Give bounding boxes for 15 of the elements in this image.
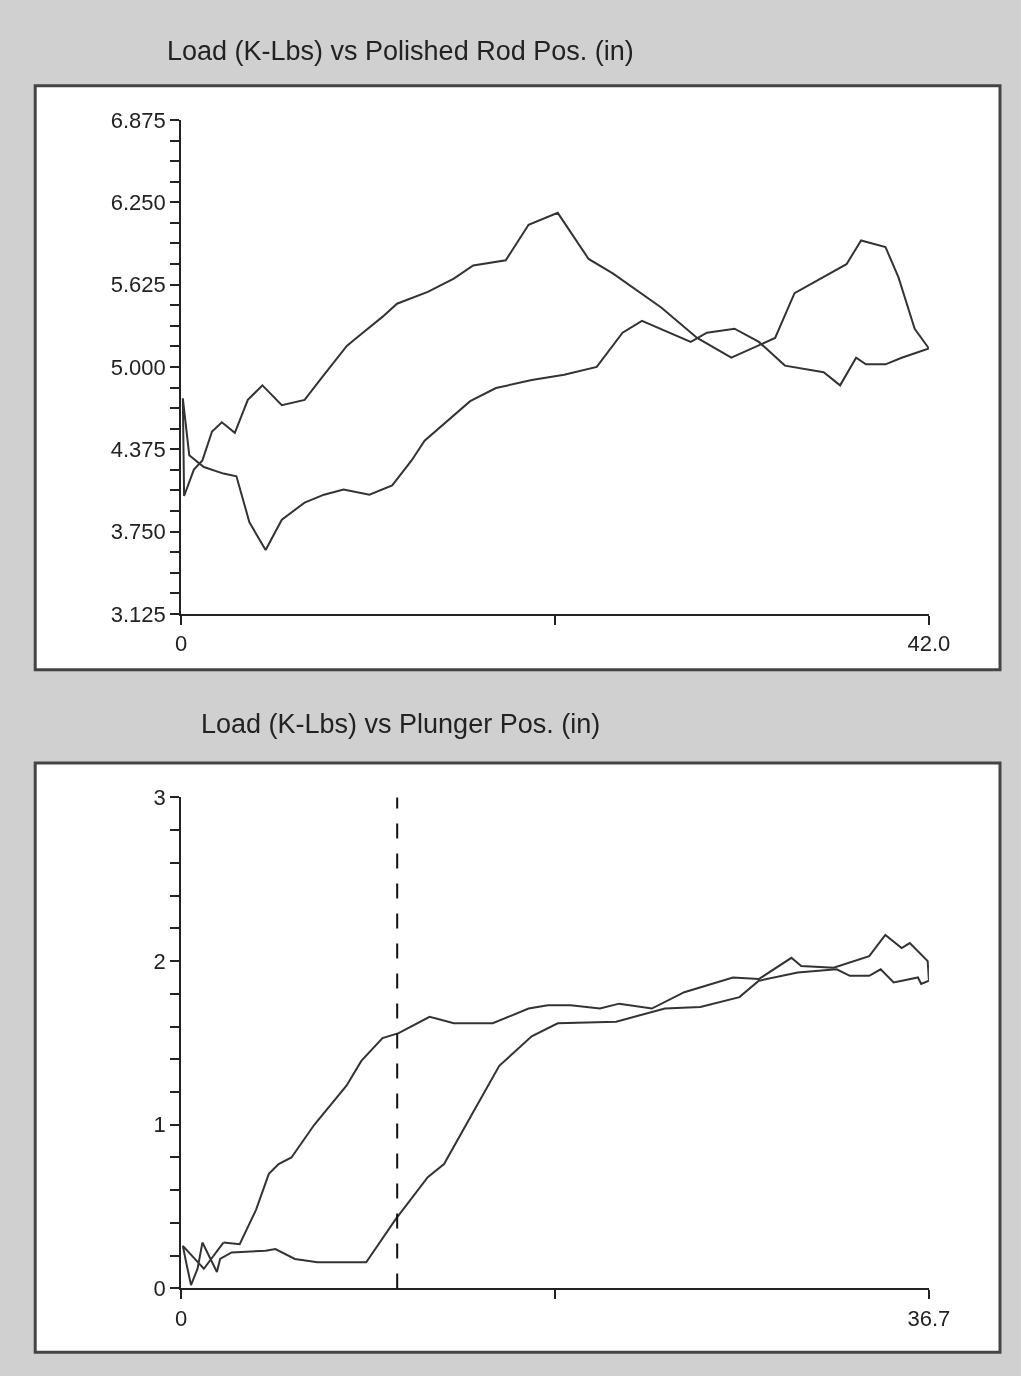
- chart-title: Load (K-Lbs) vs Plunger Pos. (in): [201, 709, 601, 739]
- y-tick-label: 2: [153, 948, 166, 974]
- y-tick-label: 5.625: [110, 272, 166, 298]
- chart-title: Load (K-Lbs) vs Polished Rod Pos. (in): [167, 36, 634, 66]
- y-tick-label: 6.875: [110, 107, 166, 133]
- y-tick-label: 6.250: [110, 190, 166, 216]
- y-tick-label: 3: [153, 785, 166, 811]
- y-tick-label: 3.125: [110, 601, 166, 627]
- y-tick-label: 5.000: [110, 354, 166, 380]
- y-tick-label: 0: [153, 1276, 166, 1302]
- x-tick-label: 36.7: [907, 1305, 951, 1331]
- x-tick-label: 42.0: [907, 631, 951, 657]
- y-tick-label: 3.750: [110, 519, 166, 545]
- y-tick-label: 1: [153, 1112, 166, 1138]
- y-tick-label: 4.375: [110, 436, 166, 462]
